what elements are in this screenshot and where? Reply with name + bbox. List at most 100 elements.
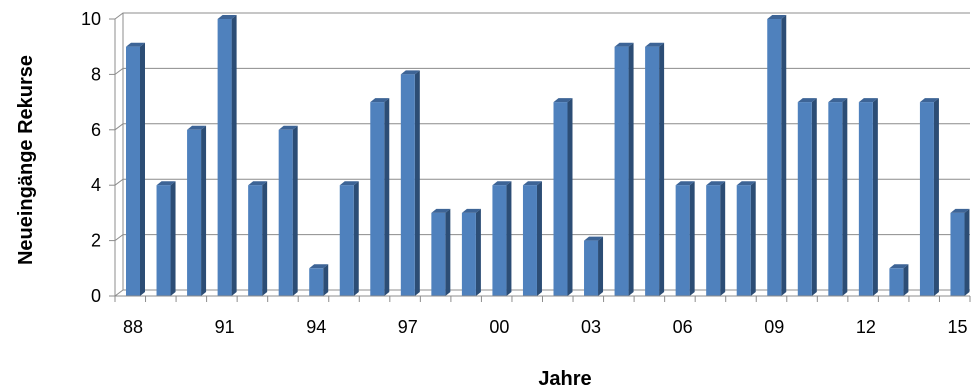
bar-top-face: [400, 70, 420, 75]
bar-side-face: [689, 181, 695, 296]
bar-03: [584, 236, 604, 296]
bar-front-face: [217, 19, 232, 296]
bar-top-face: [492, 181, 512, 186]
bar-top-face: [706, 181, 726, 186]
x-tick-label: 15: [947, 317, 967, 337]
bar-02: [553, 98, 573, 296]
bar-90: [187, 125, 207, 296]
bar-side-face: [659, 42, 665, 297]
bar-88: [126, 42, 145, 297]
bar-front-face: [675, 185, 690, 296]
bar-top-face: [187, 125, 207, 130]
bar-12: [858, 98, 878, 296]
bar-front-face: [309, 268, 324, 296]
bar-92: [248, 181, 268, 296]
bar-top-face: [156, 181, 176, 186]
bar-front-face: [248, 185, 263, 296]
x-axis-title: Jahre: [538, 368, 591, 390]
bar-side-face: [872, 98, 878, 296]
bar-side-face: [781, 15, 787, 296]
bar-10: [797, 98, 817, 296]
bar-side-face: [933, 98, 939, 296]
y-tick-label: 8: [91, 64, 101, 84]
x-tick-label: 94: [306, 317, 326, 337]
x-tick-label: 09: [764, 317, 784, 337]
bar-04: [614, 42, 634, 297]
bar-side-face: [414, 70, 420, 297]
bar-top-face: [431, 208, 451, 213]
bar-top-face: [309, 264, 329, 269]
bar-top-face: [675, 181, 695, 186]
bar-front-face: [492, 185, 507, 296]
bar-front-face: [584, 240, 599, 296]
bar-09: [767, 15, 787, 296]
bar-top-face: [584, 236, 604, 241]
bar-front-face: [858, 102, 873, 296]
bar-08: [736, 181, 756, 296]
bar-front-face: [919, 102, 934, 296]
x-tick-label: 97: [398, 317, 418, 337]
bar-front-face: [828, 102, 843, 296]
bar-side-face: [140, 42, 145, 297]
bars: [126, 15, 970, 297]
bar-14: [919, 98, 939, 296]
bar-front-face: [767, 19, 782, 296]
bar-15: [950, 208, 970, 296]
bar-front-face: [126, 46, 140, 297]
bar-top-face: [889, 264, 909, 269]
bar-side-face: [506, 181, 512, 296]
bar-top-face: [370, 98, 390, 103]
bar-93: [278, 125, 298, 296]
bar-top-face: [797, 98, 817, 103]
bar-top-face: [217, 15, 237, 19]
bar-89: [156, 181, 176, 296]
y-tick-labels: 0 2 4 6 8 10: [81, 9, 101, 306]
bar-top-face: [645, 42, 665, 47]
bar-front-face: [889, 268, 904, 296]
x-tick-label: 88: [123, 317, 143, 337]
bar-13: [889, 264, 909, 296]
bar-side-face: [598, 236, 604, 296]
bar-front-face: [278, 129, 293, 296]
bar-side-face: [628, 42, 634, 297]
bar-front-face: [522, 185, 537, 296]
bar-01: [522, 181, 542, 296]
y-axis-title: Neueingänge Rekurse: [15, 55, 37, 265]
bar-96: [370, 98, 390, 296]
bar-side-face: [384, 98, 390, 296]
bar-top-face: [553, 98, 573, 103]
bar-front-face: [431, 212, 446, 296]
bar-side-face: [231, 15, 237, 296]
bar-side-face: [292, 125, 298, 296]
bar-front-face: [736, 185, 751, 296]
bar-top-face: [858, 98, 878, 103]
bar-95: [339, 181, 359, 296]
bar-side-face: [475, 208, 481, 296]
bar-front-face: [400, 74, 415, 297]
bar-side-face: [842, 98, 848, 296]
bar-side-face: [201, 125, 207, 296]
bar-11: [828, 98, 848, 296]
bar-side-face: [445, 208, 451, 296]
bar-top-face: [736, 181, 756, 186]
bar-06: [675, 181, 695, 296]
bar-top-face: [339, 181, 359, 186]
x-tick-label: 12: [856, 317, 876, 337]
bar-side-face: [323, 264, 329, 296]
bar-side-face: [567, 98, 573, 296]
bar-front-face: [950, 212, 965, 296]
bar-top-face: [248, 181, 268, 186]
bar-front-face: [339, 185, 354, 296]
bar-front-face: [797, 102, 812, 296]
bar-side-face: [903, 264, 909, 296]
y-tick-label: 4: [91, 175, 101, 195]
bar-99: [461, 208, 481, 296]
bar-side-face: [536, 181, 542, 296]
x-tick-label: 91: [215, 317, 235, 337]
bar-side-face: [262, 181, 268, 296]
bar-front-face: [156, 185, 171, 296]
bar-side-face: [964, 208, 970, 296]
gridline-8: [114, 67, 970, 75]
y-tick-label: 10: [81, 9, 101, 29]
